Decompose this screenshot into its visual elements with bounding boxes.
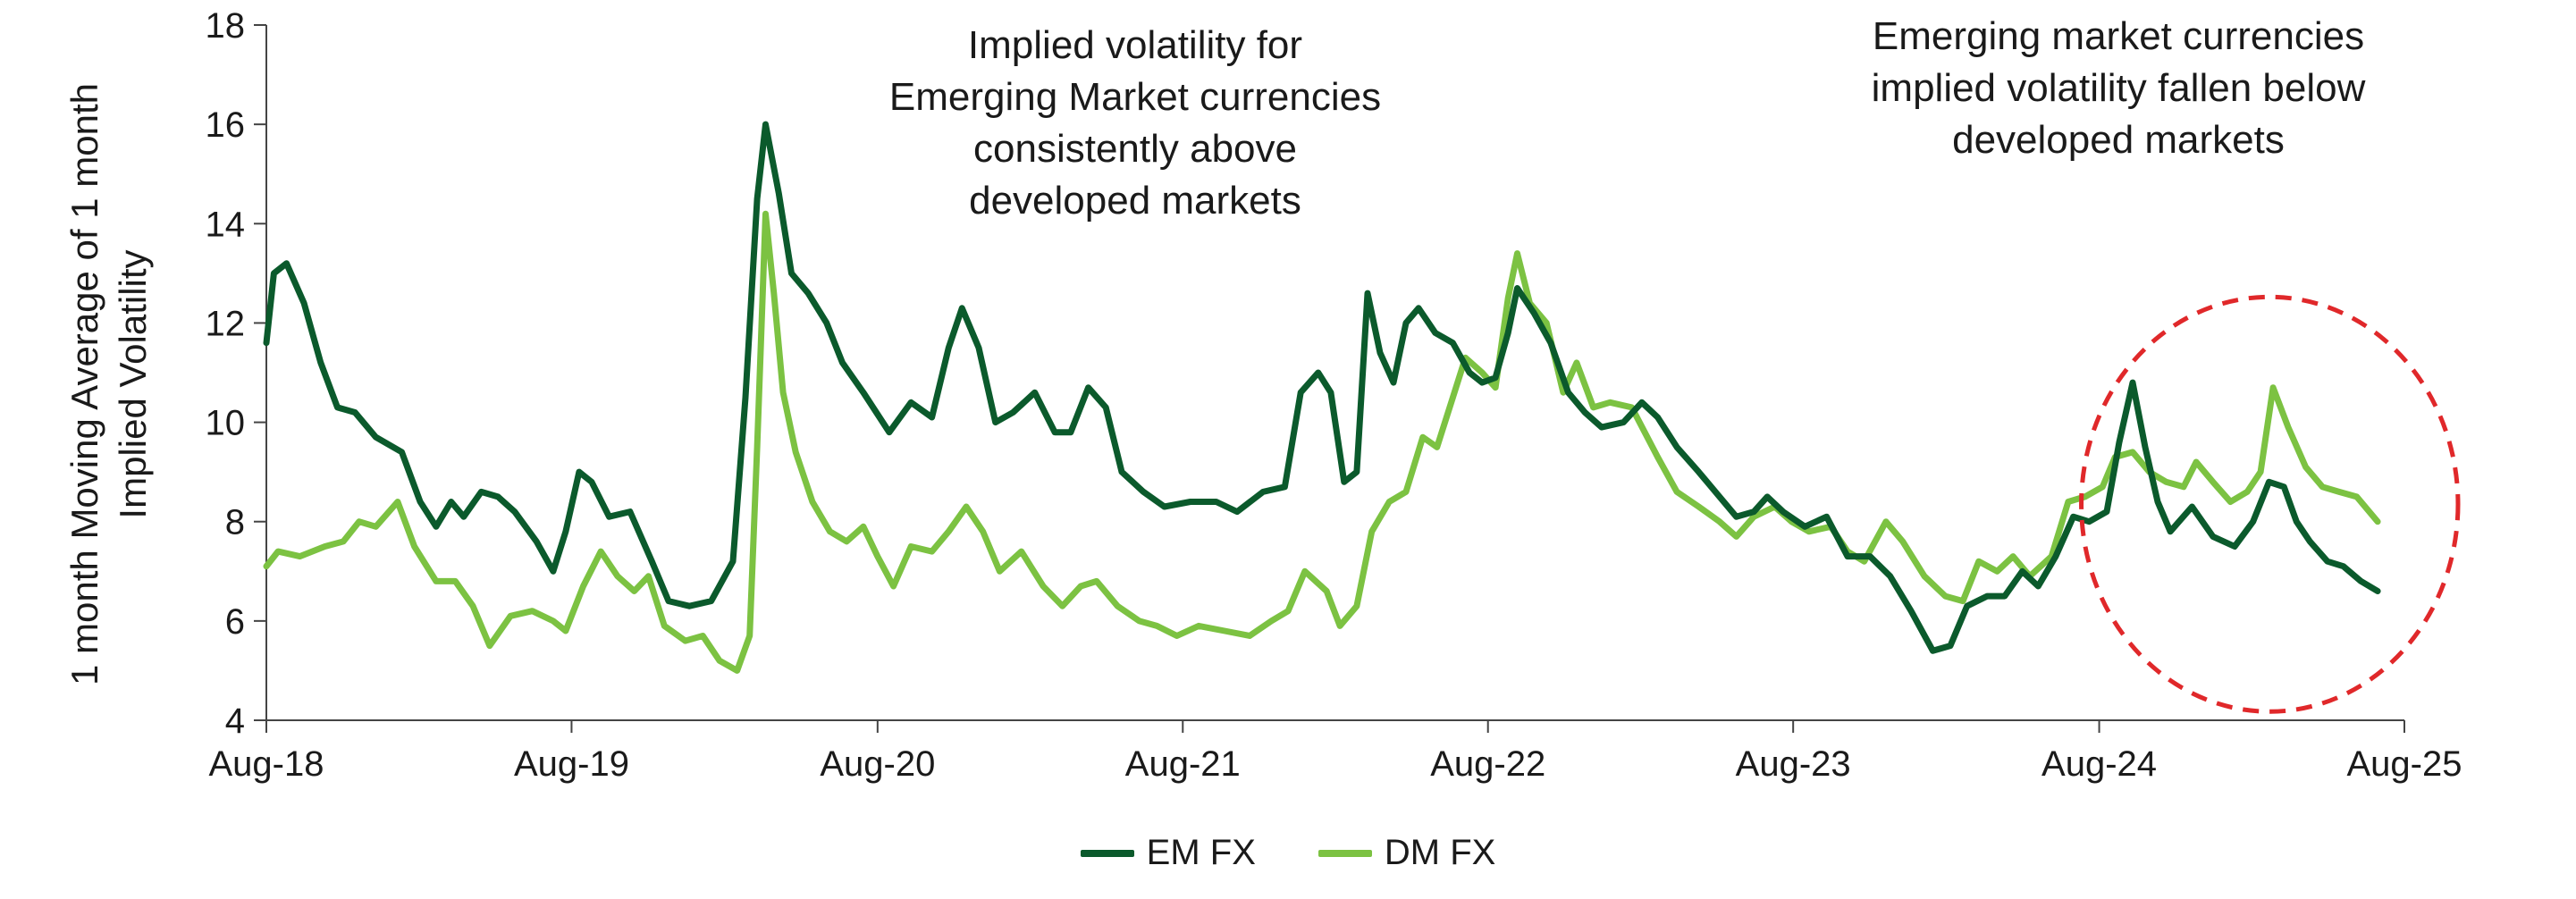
y-tick-label: 6	[225, 602, 245, 642]
x-tick-label: Aug-24	[2041, 744, 2157, 784]
y-tick-label: 8	[225, 503, 245, 542]
series-line-em-fx	[263, 121, 2381, 654]
annotation-em-above: Implied volatility for Emerging Market c…	[888, 23, 1382, 223]
x-tick-label: Aug-19	[514, 744, 629, 784]
legend-item-em-fx: EM FX	[1080, 833, 1256, 873]
legend-item-dm-fx: DM FX	[1317, 833, 1496, 873]
legend-label-dm-fx: DM FX	[1384, 833, 1496, 872]
x-tick-label: Aug-25	[2347, 744, 2462, 784]
axes: 4 6 8 10 12 14 16 18 Aug-18 Aug-19 Aug-20 Aug-21 Aug…	[206, 6, 2462, 784]
legend-swatch-dm-fx	[1317, 849, 1372, 857]
legend: EM FX DM FX	[0, 833, 2576, 873]
y-tick-label: 4	[225, 702, 245, 741]
y-tick-label: 10	[206, 404, 246, 443]
highlight-ellipse	[2079, 294, 2461, 714]
y-tick-label: 18	[206, 6, 246, 46]
highlight-layer	[2079, 294, 2461, 714]
y-axis-label: 1 month Moving Average of 1 month Implie…	[63, 83, 154, 685]
y-tick-label: 14	[206, 205, 246, 244]
series-line-dm-fx	[263, 210, 2381, 674]
y-tick-label: 12	[206, 304, 246, 343]
x-tick-label: Aug-22	[1430, 744, 1545, 784]
y-tick-label: 16	[206, 105, 246, 145]
legend-swatch-em-fx	[1080, 849, 1134, 857]
x-tick-label: Aug-20	[820, 744, 935, 784]
x-tick-label: Aug-23	[1736, 744, 1851, 784]
series-layer	[263, 121, 2381, 674]
x-tick-label: Aug-21	[1125, 744, 1241, 784]
x-tick-label: Aug-18	[209, 744, 324, 784]
annotation-em-below: Emerging market currencies implied volat…	[1871, 14, 2366, 162]
legend-label-em-fx: EM FX	[1146, 833, 1256, 872]
